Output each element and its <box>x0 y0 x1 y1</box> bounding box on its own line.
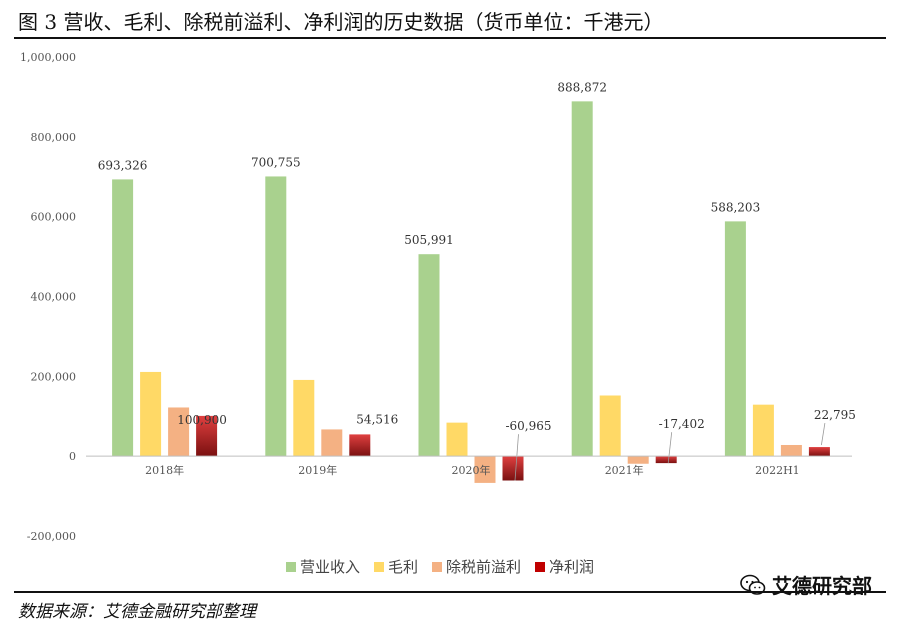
legend-swatch-gross <box>374 561 385 572</box>
bar-gross <box>140 371 162 457</box>
data-label-leader-line <box>821 423 826 446</box>
bar-revenue <box>571 101 593 457</box>
legend-label-revenue: 营业收入 <box>300 558 361 576</box>
x-tick-label: 2022H1 <box>755 464 800 477</box>
x-tick-label: 2018年 <box>145 463 184 477</box>
top-rule <box>14 37 886 39</box>
data-label-revenue: 505,991 <box>404 233 454 247</box>
y-tick-label: 200,000 <box>31 370 77 383</box>
bar-revenue <box>265 176 287 457</box>
legend-swatch-revenue <box>286 561 296 572</box>
x-tick-label: 2020年 <box>452 463 491 477</box>
bar-pretax <box>168 407 190 457</box>
bar-gross <box>599 395 621 457</box>
legend-swatch-pretax <box>432 561 443 572</box>
data-label-revenue: 888,872 <box>557 80 607 94</box>
bar-pretax <box>780 444 802 457</box>
bar-pretax <box>321 429 343 457</box>
wechat-icon <box>740 574 766 595</box>
bar-revenue <box>724 221 746 457</box>
bar-revenue <box>112 179 134 457</box>
y-tick-label: 600,000 <box>31 211 77 224</box>
bar-pretax <box>474 456 496 483</box>
legend-item-revenue: 营业收入 <box>286 556 360 577</box>
data-label-net-profit: 22,795 <box>814 408 856 422</box>
y-tick-label: 400,000 <box>31 291 77 304</box>
bar-gross <box>752 404 774 457</box>
data-label-net-profit: -17,402 <box>659 417 705 431</box>
data-label-revenue: 588,203 <box>711 200 761 214</box>
bar-gross <box>293 379 315 457</box>
legend-item-pretax: 除税前溢利 <box>432 556 521 577</box>
watermark: 艾德研究部 <box>740 570 872 599</box>
x-tick-label: 2019年 <box>298 463 337 477</box>
legend-label-gross: 毛利 <box>388 558 419 576</box>
bar-net <box>196 415 218 457</box>
bar-net <box>502 456 524 481</box>
bar-pretax <box>627 456 649 464</box>
bar-chart: 2018年 693,326 100,900 2019年 700,755 54,516 202… <box>20 51 856 543</box>
legend-label-net: 净利润 <box>549 558 595 576</box>
y-tick-label: 800,000 <box>31 131 77 144</box>
x-tick-label: 2021年 <box>605 463 644 477</box>
bar-net <box>655 456 677 464</box>
bar-net <box>808 447 830 457</box>
bar-net <box>349 434 371 457</box>
y-tick-label: -200,000 <box>27 530 76 543</box>
legend-swatch-net <box>535 561 546 572</box>
data-label-revenue: 693,326 <box>98 158 148 172</box>
source-note: 数据来源：艾德金融研究部整理 <box>18 602 256 622</box>
data-label-revenue: 700,755 <box>251 155 301 169</box>
data-label-leader-line <box>514 434 519 481</box>
watermark-text: 艾德研究部 <box>772 574 872 598</box>
data-label-leader-line <box>667 432 673 464</box>
bar-gross <box>446 422 468 457</box>
data-label-net-profit: 54,516 <box>356 412 398 426</box>
legend-label-pretax: 除税前溢利 <box>446 558 522 576</box>
data-label-net-profit: -60,965 <box>505 419 551 433</box>
legend-item-net: 净利润 <box>535 556 594 577</box>
bottom-rule <box>14 591 886 593</box>
data-label-net-profit: 100,900 <box>177 413 227 427</box>
legend-item-gross: 毛利 <box>374 556 418 577</box>
bar-revenue <box>418 254 440 457</box>
chart-legend: 营业收入 毛利 除税前溢利 净利润 <box>286 556 594 577</box>
figure-title: 图 3 营收、毛利、除税前溢利、净利润的历史数据（货币单位：千港元） <box>18 10 664 34</box>
y-tick-label: 0 <box>69 450 76 463</box>
y-tick-label: 1,000,000 <box>20 51 76 64</box>
